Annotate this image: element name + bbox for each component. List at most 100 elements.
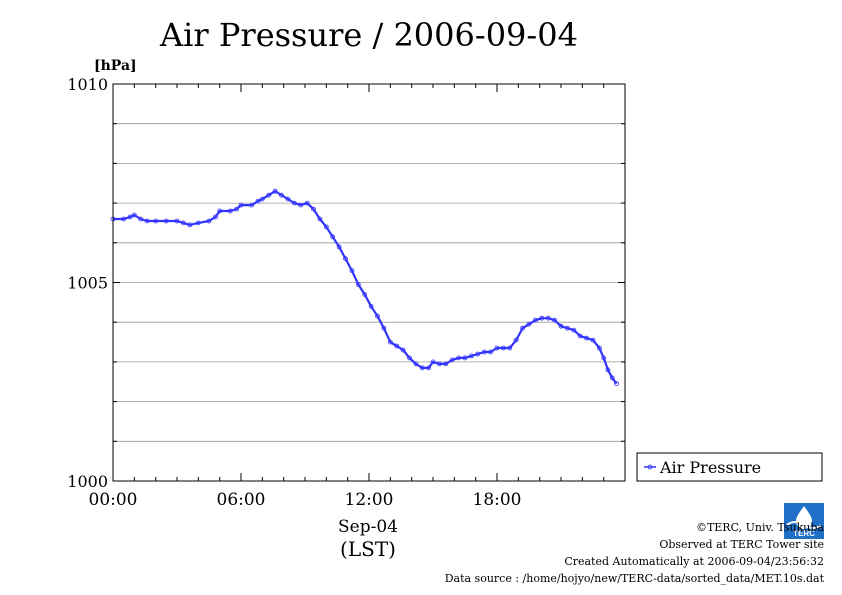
data-point	[343, 256, 348, 262]
data-point	[375, 313, 380, 319]
plot-frame	[112, 83, 626, 482]
x-tick-label: 00:00	[89, 490, 138, 510]
data-point	[174, 218, 180, 224]
data-point	[323, 224, 329, 230]
x-axis-date-label: Sep-04	[338, 517, 398, 537]
data-point	[349, 268, 355, 274]
data-point	[127, 214, 133, 220]
data-point	[138, 216, 144, 222]
data-point	[430, 359, 436, 365]
data-point	[121, 216, 127, 222]
data-point	[545, 315, 551, 321]
data-point	[590, 337, 596, 343]
data-point	[500, 345, 506, 351]
data-point	[362, 291, 368, 297]
data-point	[513, 337, 519, 343]
data-point	[614, 381, 619, 387]
data-point	[153, 218, 159, 224]
data-point	[304, 200, 310, 206]
series-layer	[110, 188, 619, 387]
data-point	[413, 361, 419, 367]
data-point	[144, 218, 150, 224]
data-point	[436, 361, 442, 367]
data-point	[475, 351, 481, 357]
data-point	[494, 345, 500, 351]
data-point	[462, 355, 468, 361]
data-point	[317, 216, 323, 222]
footer-copyright: ©TERC, Univ. Tsukuba	[695, 521, 824, 534]
data-point	[526, 321, 532, 327]
svg-text:TERC: TERC	[793, 529, 815, 538]
data-point	[330, 234, 336, 240]
series-line	[113, 190, 618, 385]
grid-lines	[113, 123, 625, 442]
data-point	[163, 218, 169, 224]
terc-logo-icon: TERC	[784, 503, 824, 539]
data-point	[212, 214, 218, 220]
data-point	[227, 208, 233, 214]
data-point	[601, 355, 607, 361]
data-point	[272, 188, 278, 194]
data-point	[266, 192, 272, 198]
x-tick-label: 18:00	[473, 490, 522, 510]
data-point	[597, 345, 602, 351]
legend-box	[636, 452, 823, 482]
data-point	[234, 206, 240, 212]
x-axis-timezone-label: (LST)	[340, 537, 396, 561]
data-point	[605, 367, 611, 373]
data-point	[407, 355, 412, 361]
data-point	[520, 325, 525, 331]
data-point	[400, 347, 406, 353]
y-tick-labels: 1000 1005 1010	[67, 75, 108, 491]
x-tick-labels: 00:00 06:00 12:00 18:00	[89, 490, 522, 510]
data-point	[533, 317, 538, 323]
data-point	[456, 355, 462, 361]
data-point	[368, 303, 374, 309]
data-point	[195, 220, 201, 226]
data-point	[279, 192, 284, 198]
x-tick-marks	[112, 84, 626, 481]
legend: Air Pressure	[636, 452, 823, 482]
data-point	[507, 345, 513, 351]
data-point	[565, 325, 570, 331]
x-tick-label: 06:00	[217, 490, 266, 510]
data-point	[552, 317, 557, 323]
data-point	[488, 349, 494, 355]
data-point	[481, 349, 487, 355]
data-point	[131, 212, 137, 218]
data-point	[291, 200, 297, 206]
data-point	[187, 222, 193, 228]
data-point	[449, 357, 455, 363]
data-point	[387, 339, 393, 345]
data-point	[180, 220, 186, 226]
y-tick-label: 1000	[67, 472, 108, 491]
data-point	[468, 353, 474, 359]
data-point	[311, 206, 316, 212]
data-point	[443, 361, 449, 367]
data-point	[419, 365, 425, 371]
y-axis-unit-label: [hPa]	[94, 58, 137, 74]
data-point	[609, 375, 615, 381]
chart-title: Air Pressure / 2006-09-04	[159, 16, 578, 54]
data-point	[255, 198, 261, 204]
data-point	[558, 323, 564, 329]
data-point	[285, 196, 291, 202]
data-point	[355, 282, 361, 287]
data-point	[577, 333, 583, 339]
data-point	[426, 365, 432, 371]
y-tick-label: 1005	[67, 274, 108, 293]
legend-series-name: Air Pressure	[659, 458, 761, 477]
footer-data-source: Data source : /home/hojyo/new/TERC-data/…	[444, 572, 824, 585]
footer-observed: Observed at TERC Tower site	[659, 538, 824, 551]
data-point	[217, 208, 223, 214]
data-point	[206, 218, 212, 224]
data-point	[584, 335, 589, 341]
y-tick-label: 1010	[67, 75, 108, 94]
footer-created: Created Automatically at 2006-09-04/23:5…	[564, 555, 824, 568]
data-point	[381, 325, 387, 331]
x-tick-label: 12:00	[345, 490, 394, 510]
data-point	[571, 327, 577, 333]
data-point	[298, 202, 304, 208]
data-point	[336, 244, 342, 250]
